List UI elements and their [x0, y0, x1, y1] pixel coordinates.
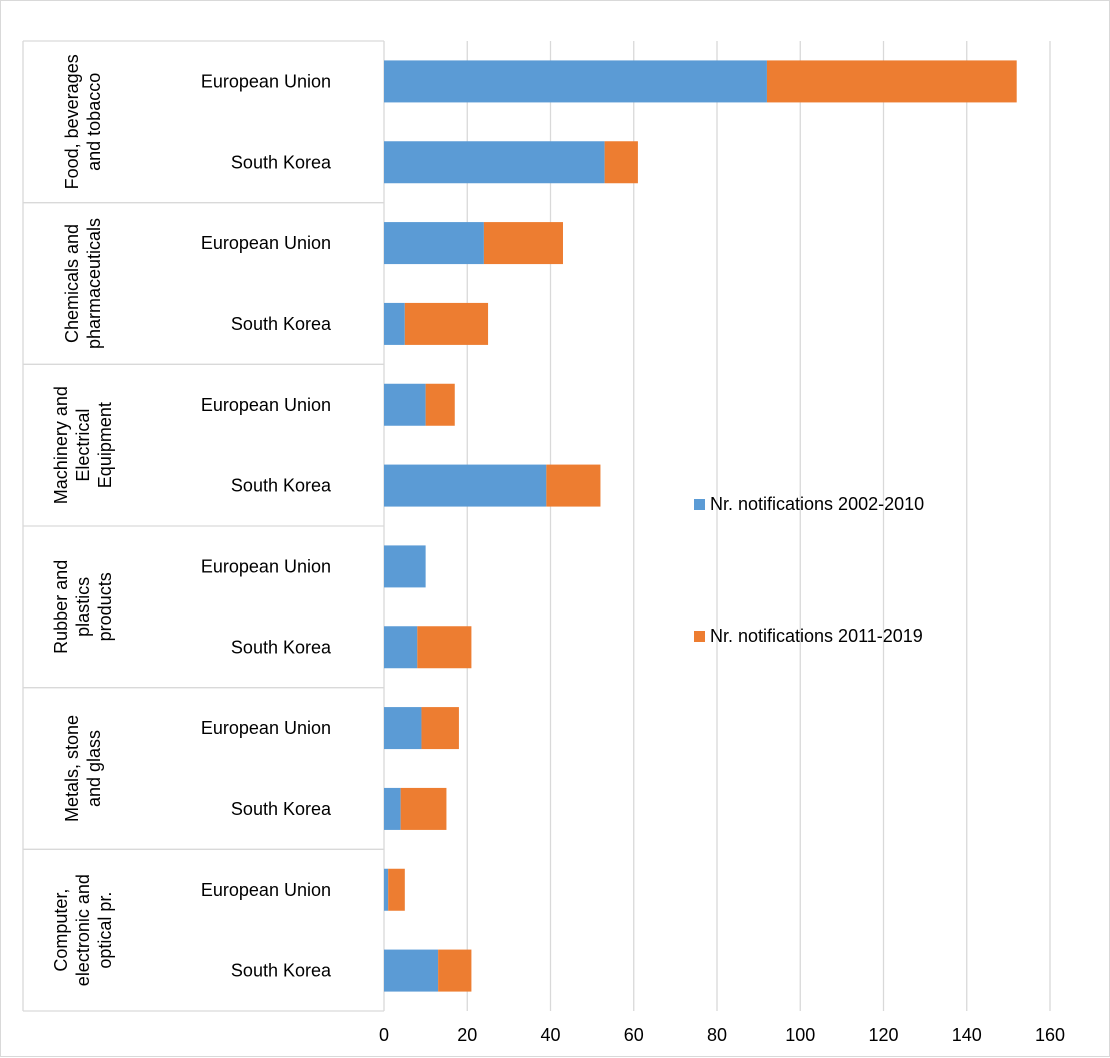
group-label-line: Equipment [95, 402, 115, 488]
bar-segment-series-1 [384, 949, 439, 992]
group-label-line: plastics [73, 577, 93, 637]
category-label: South Korea [231, 637, 332, 657]
category-label: South Korea [231, 476, 332, 496]
bar-segment-series-1 [384, 464, 547, 507]
group-label-line: Metals, stone [62, 715, 82, 822]
category-label: European Union [201, 556, 331, 576]
x-tick-label: 60 [624, 1025, 644, 1045]
bar-segment-series-1 [384, 222, 484, 265]
bar-segment-series-1 [384, 545, 426, 588]
group-label: Metals, stone and glass [62, 715, 104, 822]
legend-label: Nr. notifications 2011-2019 [710, 626, 923, 646]
bar-segment-series-2 [404, 302, 489, 345]
bar-segment-series-1 [384, 626, 418, 669]
bars [384, 60, 1017, 992]
category-label: European Union [201, 233, 331, 253]
category-label: European Union [201, 71, 331, 91]
group-label: Computer, electronic and optical pr. [51, 874, 115, 986]
bar-segment-series-2 [425, 383, 455, 426]
group-label-line: and tobacco [84, 73, 104, 171]
x-tick-label: 100 [785, 1025, 815, 1045]
group-label-line: Computer, [51, 889, 71, 972]
group-label-line: Chemicals and [62, 224, 82, 343]
bar-segment-series-2 [438, 949, 472, 992]
x-tick-labels: 0 20 40 60 80 100 120 140 160 [379, 1025, 1065, 1045]
group-label-line: optical pr. [95, 892, 115, 969]
bar-segment-series-2 [400, 787, 447, 830]
group-label: Machinery and Electrical Equipment [51, 386, 115, 504]
x-tick-label: 0 [379, 1025, 389, 1045]
bar-segment-series-2 [546, 464, 601, 507]
x-tick-label: 160 [1035, 1025, 1065, 1045]
group-label-line: Rubber and [51, 560, 71, 654]
legend-swatch [694, 631, 705, 642]
legend-label: Nr. notifications 2002-2010 [710, 494, 924, 514]
category-label: European Union [201, 880, 331, 900]
bar-segment-series-1 [384, 141, 605, 184]
x-tick-label: 140 [952, 1025, 982, 1045]
grid-lines [466, 41, 1051, 1011]
x-tick-label: 20 [457, 1025, 477, 1045]
category-label: South Korea [231, 152, 332, 172]
bar-segment-series-1 [384, 787, 401, 830]
legend: Nr. notifications 2002-2010 Nr. notificat… [694, 494, 924, 646]
group-label: Chemicals and pharmaceuticals [62, 218, 104, 349]
bar-segment-series-1 [384, 707, 422, 750]
legend-swatch [694, 499, 705, 510]
bar-segment-series-1 [384, 383, 426, 426]
bar-segment-series-1 [384, 868, 389, 911]
category-label: South Korea [231, 314, 332, 334]
group-label: Food, beverages and tobacco [62, 54, 104, 189]
category-label: South Korea [231, 961, 332, 981]
bar-segment-series-2 [766, 60, 1017, 103]
bar-segment-series-2 [421, 707, 459, 750]
bar-segment-series-1 [384, 302, 405, 345]
category-label: European Union [201, 395, 331, 415]
group-label-line: Machinery and [51, 386, 71, 504]
group-label-line: pharmaceuticals [84, 218, 104, 349]
bar-segment-series-2 [604, 141, 638, 184]
group-label: Rubber and plastics products [51, 560, 115, 654]
group-label-line: and glass [84, 730, 104, 807]
x-tick-label: 80 [707, 1025, 727, 1045]
bar-segment-series-2 [417, 626, 472, 669]
group-label-line: electronic and [73, 874, 93, 986]
bar-segment-series-2 [483, 222, 563, 265]
group-label-line: products [95, 572, 115, 641]
category-label: European Union [201, 718, 331, 738]
x-tick-label: 120 [868, 1025, 898, 1045]
x-tick-label: 40 [540, 1025, 560, 1045]
bar-segment-series-2 [388, 868, 405, 911]
group-label-line: Electrical [73, 409, 93, 482]
group-label-line: Food, beverages [62, 54, 82, 189]
bar-segment-series-1 [384, 60, 767, 103]
category-label: South Korea [231, 799, 332, 819]
